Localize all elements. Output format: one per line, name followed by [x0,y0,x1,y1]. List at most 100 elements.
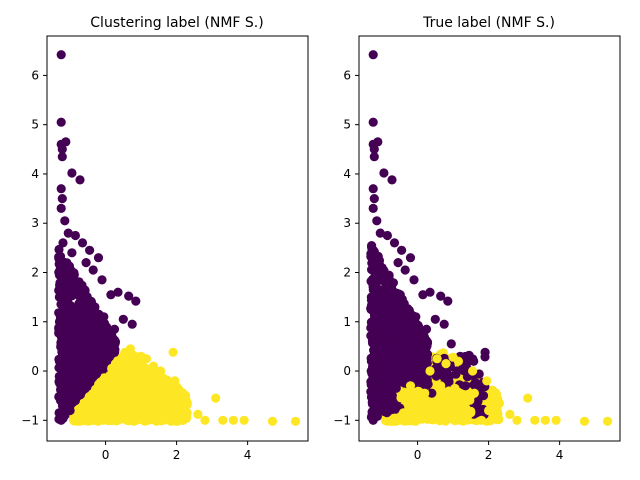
subplot-clustering-series-0-point [124,291,134,301]
subplot-clustering-series-0-point [58,238,68,248]
subplot-true-series-1-point [457,396,467,406]
subplot-true-series-1-point [505,409,515,419]
subplot-true-series-0-point [460,381,471,391]
subplot-clustering-series-1-point [133,408,143,418]
subplot-true-series-0-point [439,319,449,329]
subplot-true-purple-fill-point [378,335,389,345]
subplot-true-series-1-point [468,366,478,376]
subplot-true-purple-fill-point [385,377,395,387]
subplot-true-series-0-point [366,292,376,302]
subplot-clustering-purple-fill-point [83,332,94,342]
subplot-true-series-0-point [373,267,384,278]
subplot-clustering-series-0-point [70,230,80,241]
subplot-true-ytick-label: 1 [343,315,351,329]
subplot-clustering-series-0-point [127,319,137,329]
subplot-clustering-purple-fill-point [90,308,100,318]
subplot-clustering-purple-fill-point [55,278,65,288]
subplot-clustering-ytick-label: 0 [31,364,39,378]
subplot-clustering-series-0-point [57,152,67,162]
subplot-clustering-series-1-point [143,415,153,425]
subplot-clustering-series-1-point [170,376,180,386]
subplot-clustering-ytick-label: 3 [31,216,39,230]
subplot-clustering-series-1-point [122,361,132,371]
subplot-clustering-series-0-point [57,194,67,204]
subplot-true-series-1-point [455,415,465,425]
subplot-clustering-purple-fill-point [60,307,70,317]
subplot-clustering-series-0-point [69,282,79,292]
subplot-clustering-series-1-point [145,396,155,406]
subplot-clustering-series-1-point [113,361,123,371]
subplot-true-purple-fill-point [366,366,376,376]
subplot-true-series-1-point [579,416,590,426]
subplot-true-purple-fill-point [410,331,420,341]
subplot-clustering-purple-fill-point [63,344,73,354]
subplot-clustering-ytick-label: 4 [31,167,39,181]
subplot-clustering-series-0-point [56,203,66,213]
subplot-clustering-series-0-point [74,307,84,317]
subplot-true-markers [366,50,613,426]
subplot-clustering-series-1-point [157,388,167,398]
subplot-clustering-purple-fill-point [72,384,82,394]
subplot-true-series-0-point [382,230,392,241]
subplot-clustering-series-1-point [118,351,128,361]
subplot-clustering-ytick-label: 5 [31,118,39,132]
subplot-true-purple-fill-point [374,328,384,338]
subplot-true-xtick-label: 2 [485,448,493,462]
subplot-true-ytick-label: −1 [333,413,351,427]
subplot-true-yellow-fill-point [422,396,432,406]
subplot-true-ytick-label: 6 [343,68,351,82]
subplot-clustering-purple-fill-point [66,371,76,381]
subplot-clustering-purple-fill-point [70,316,80,326]
subplot-clustering-purple-fill-point [97,361,107,371]
subplot-clustering-series-0-point [92,368,102,379]
subplot-clustering-series-1-point [148,361,159,371]
subplot-true-series-1-point [420,388,430,398]
subplot-clustering-purple-fill-point [57,390,67,400]
subplot-true-ytick-label: 3 [343,216,351,230]
subplot-true-purple-fill-point [388,332,398,342]
subplot-true-series-1-point [398,408,408,418]
subplot-clustering-yellow-fill-point [102,407,112,417]
subplot-clustering-ticks: 0 2 4 −1 0 1 2 3 4 5 6 [21,68,251,462]
subplot-true-series-1-point [436,381,446,391]
subplot-clustering-series-0-point [58,317,68,327]
subplot-true-series-0-point [373,137,383,147]
subplot-true-purple-fill-point [371,282,381,292]
subplot-true-purple-fill-point [368,303,378,313]
subplot-clustering-yellow-fill-point [127,379,137,389]
subplot-clustering-yellow-fill-point [117,404,127,414]
subplot-true-series-0-point [405,253,416,263]
subplot-true-series-1-point [413,405,423,416]
subplot-clustering-series-1-point [218,415,228,425]
subplot-clustering-series-1-point [211,393,221,403]
subplot-true-series-1-point [603,416,613,426]
subplot-true-series-1-point [453,356,463,366]
subplot-true-series-0-point [397,361,407,371]
subplot-true-purple-fill-point [367,399,377,409]
subplot-clustering-series-1-point [239,415,249,425]
subplot-true-series-0-point [393,258,403,268]
subplot-clustering-series-0-point [99,312,109,322]
subplot-true-ticks: 0 2 4 −1 0 1 2 3 4 5 6 [333,68,563,462]
subplot-clustering-yellow-fill-point [138,367,148,377]
subplot-true-purple-fill-point [410,355,420,365]
subplot-true-yellow-fill-point [435,398,445,408]
subplot-true-series-0-point [381,282,391,292]
subplot-clustering-series-0-point [67,168,77,178]
subplot-true-series-1-point [551,415,561,425]
subplot-clustering-yellow-fill-point [123,391,133,402]
subplot-true-series-0-point [402,336,412,347]
subplot-true-series-0-point [387,175,397,185]
subplot-true-purple-fill-point [373,251,383,261]
subplot-true-series-1-point [434,415,444,425]
subplot-clustering-series-0-point [56,184,66,194]
subplot-clustering-series-0-point [79,383,89,393]
subplot-true-purple-fill-point [381,321,392,331]
subplot-clustering-series-0-point [63,386,73,396]
subplot-clustering-yellow-fill-point [90,412,100,422]
subplot-clustering-purple-fill-point [92,328,102,338]
subplot-clustering-series-1-point [129,366,139,376]
subplot-true-series-1-point [540,415,551,425]
subplot-clustering-markers [54,50,301,426]
